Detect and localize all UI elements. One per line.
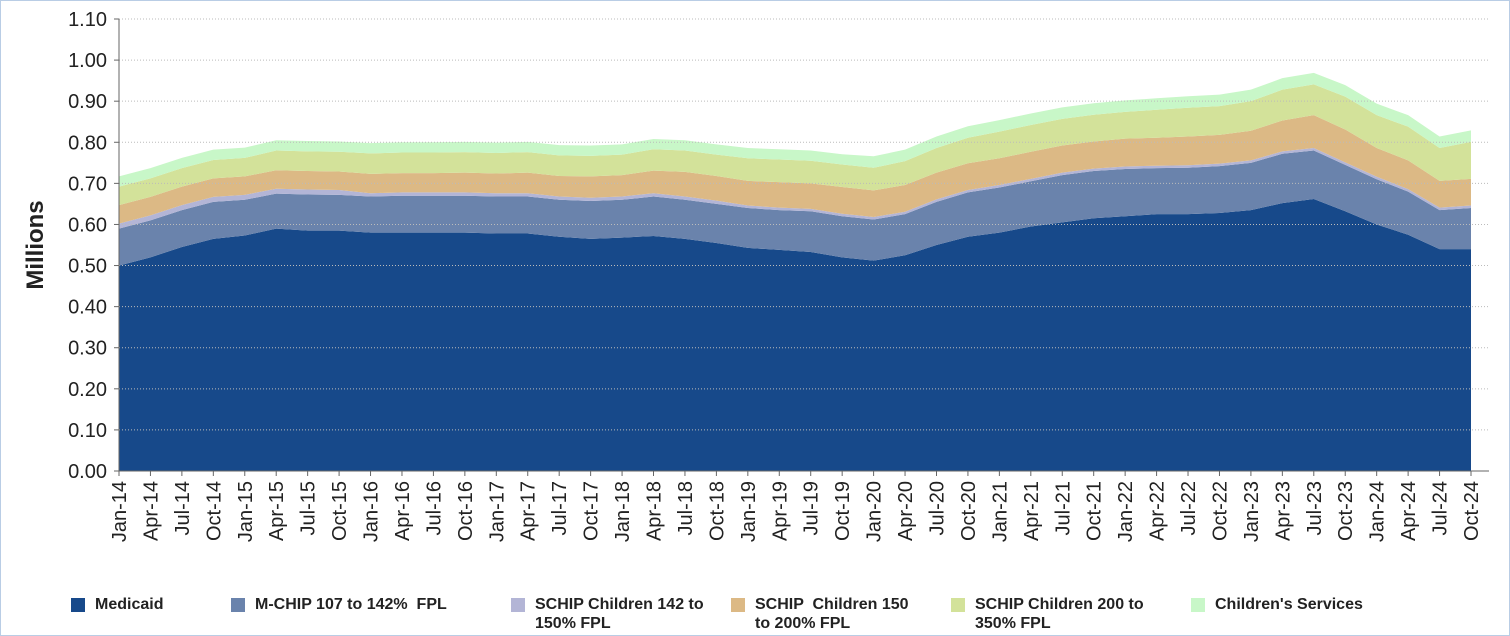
y-tick-label: 1.00: [68, 50, 107, 72]
x-tick-label: Jul-17: [549, 481, 571, 535]
x-tick-label: Jul-14: [172, 481, 194, 535]
x-tick-label: Apr-24: [1398, 481, 1420, 541]
legend-item: SCHIP Children 150 to 200% FPL: [731, 595, 925, 633]
x-tick-label: Jul-16: [423, 481, 445, 535]
y-tick-label: 0.60: [68, 214, 107, 236]
legend-swatch: [951, 598, 965, 612]
x-tick-label: Jan-15: [235, 481, 257, 542]
x-tick-label: Jan-17: [486, 481, 508, 542]
area: [119, 198, 1471, 471]
legend: Medicaid M-CHIP 107 to 142% FPL SCHIP Chil…: [71, 595, 1491, 633]
y-tick-label: 0.30: [68, 338, 107, 360]
y-tick-label: 0.90: [68, 91, 107, 113]
x-tick-label: Jul-18: [675, 481, 697, 535]
x-tick-label: Apr-19: [769, 481, 791, 541]
area: [119, 150, 1471, 266]
legend-swatch: [731, 598, 745, 612]
y-axis-label: Millions: [22, 200, 49, 289]
x-tick-label: Jan-18: [612, 481, 634, 542]
x-tick-label: Oct-16: [455, 481, 477, 541]
x-tick-label: Jan-16: [361, 481, 383, 542]
x-tick-label: Apr-17: [518, 481, 540, 541]
x-tick-label: Jan-21: [989, 481, 1011, 542]
legend-label: SCHIP Children 150 to 200% FPL: [755, 596, 913, 632]
legend-item: Children's Services: [1191, 595, 1415, 614]
y-tick-label: 0.70: [68, 173, 107, 195]
x-tick-label: Apr-23: [1272, 481, 1294, 541]
x-tick-label: Apr-20: [895, 481, 917, 541]
x-tick-label: Jan-14: [109, 481, 131, 542]
legend-item: Medicaid: [71, 595, 205, 614]
x-tick-label: Jul-19: [801, 481, 823, 535]
legend-swatch: [511, 598, 525, 612]
x-tick-label: Oct-18: [706, 481, 728, 541]
x-tick-label: Jan-19: [738, 481, 760, 542]
legend-label: Medicaid: [95, 596, 164, 613]
legend-label: SCHIP Children 142 to 150% FPL: [535, 596, 709, 632]
x-tick-label: Apr-18: [644, 481, 666, 541]
x-tick-label: Jan-23: [1241, 481, 1263, 542]
x-tick-label: Oct-19: [832, 481, 854, 541]
y-tick-label: 1.10: [68, 9, 107, 31]
x-tick-label: Oct-15: [329, 481, 351, 541]
y-tick-label: 0.00: [68, 461, 107, 483]
y-tick-label: 0.20: [68, 379, 107, 401]
chart-svg: Millions 0.00 0.10 0.20 0.30 0.40 0.50 0.60 0.7…: [22, 9, 1489, 542]
areas: [119, 72, 1471, 471]
x-tick-label: Oct-14: [203, 481, 225, 541]
x-tick-label: Jul-23: [1304, 481, 1326, 535]
area: [119, 148, 1471, 229]
y-tick-label: 0.40: [68, 297, 107, 319]
x-tick-label: Apr-15: [266, 481, 288, 541]
x-tick-label: Oct-22: [1209, 481, 1231, 541]
legend-label: Children's Services: [1215, 596, 1363, 613]
legend-swatch: [231, 598, 245, 612]
x-tick-label: Oct-23: [1335, 481, 1357, 541]
x-tick-label: Jul-21: [1052, 481, 1074, 535]
x-tick-label: Apr-16: [392, 481, 414, 541]
x-tick-label: Apr-14: [140, 481, 162, 541]
x-tick-label: Oct-17: [581, 481, 603, 541]
x-tick-label: Jan-24: [1367, 481, 1389, 542]
legend-item: SCHIP Children 200 to 350% FPL: [951, 595, 1165, 633]
y-tick-label: 0.10: [68, 420, 107, 442]
x-tick-label: Jan-22: [1115, 481, 1137, 542]
legend-label: SCHIP Children 200 to 350% FPL: [975, 596, 1149, 632]
legend-swatch: [71, 598, 85, 612]
x-tick-label: Jul-20: [926, 481, 948, 535]
x-tick-label: Oct-24: [1461, 481, 1483, 541]
x-tick-label: Apr-21: [1021, 481, 1043, 541]
legend-item: SCHIP Children 142 to 150% FPL: [511, 595, 705, 633]
y-tick-label: 0.80: [68, 132, 107, 154]
legend-swatch: [1191, 598, 1205, 612]
x-tick-label: Apr-22: [1147, 481, 1169, 541]
x-tick-label: Jan-20: [864, 481, 886, 542]
area: [119, 84, 1471, 206]
x-tick-label: Jul-15: [298, 481, 320, 535]
x-tick-label: Jul-22: [1178, 481, 1200, 535]
legend-label: M-CHIP 107 to 142% FPL: [255, 596, 447, 613]
legend-item: M-CHIP 107 to 142% FPL: [231, 595, 485, 614]
x-tick-label: Jul-24: [1430, 481, 1452, 535]
x-tick-label: Oct-21: [1084, 481, 1106, 541]
x-tick-label: Oct-20: [958, 481, 980, 541]
y-tick-label: 0.50: [68, 256, 107, 278]
